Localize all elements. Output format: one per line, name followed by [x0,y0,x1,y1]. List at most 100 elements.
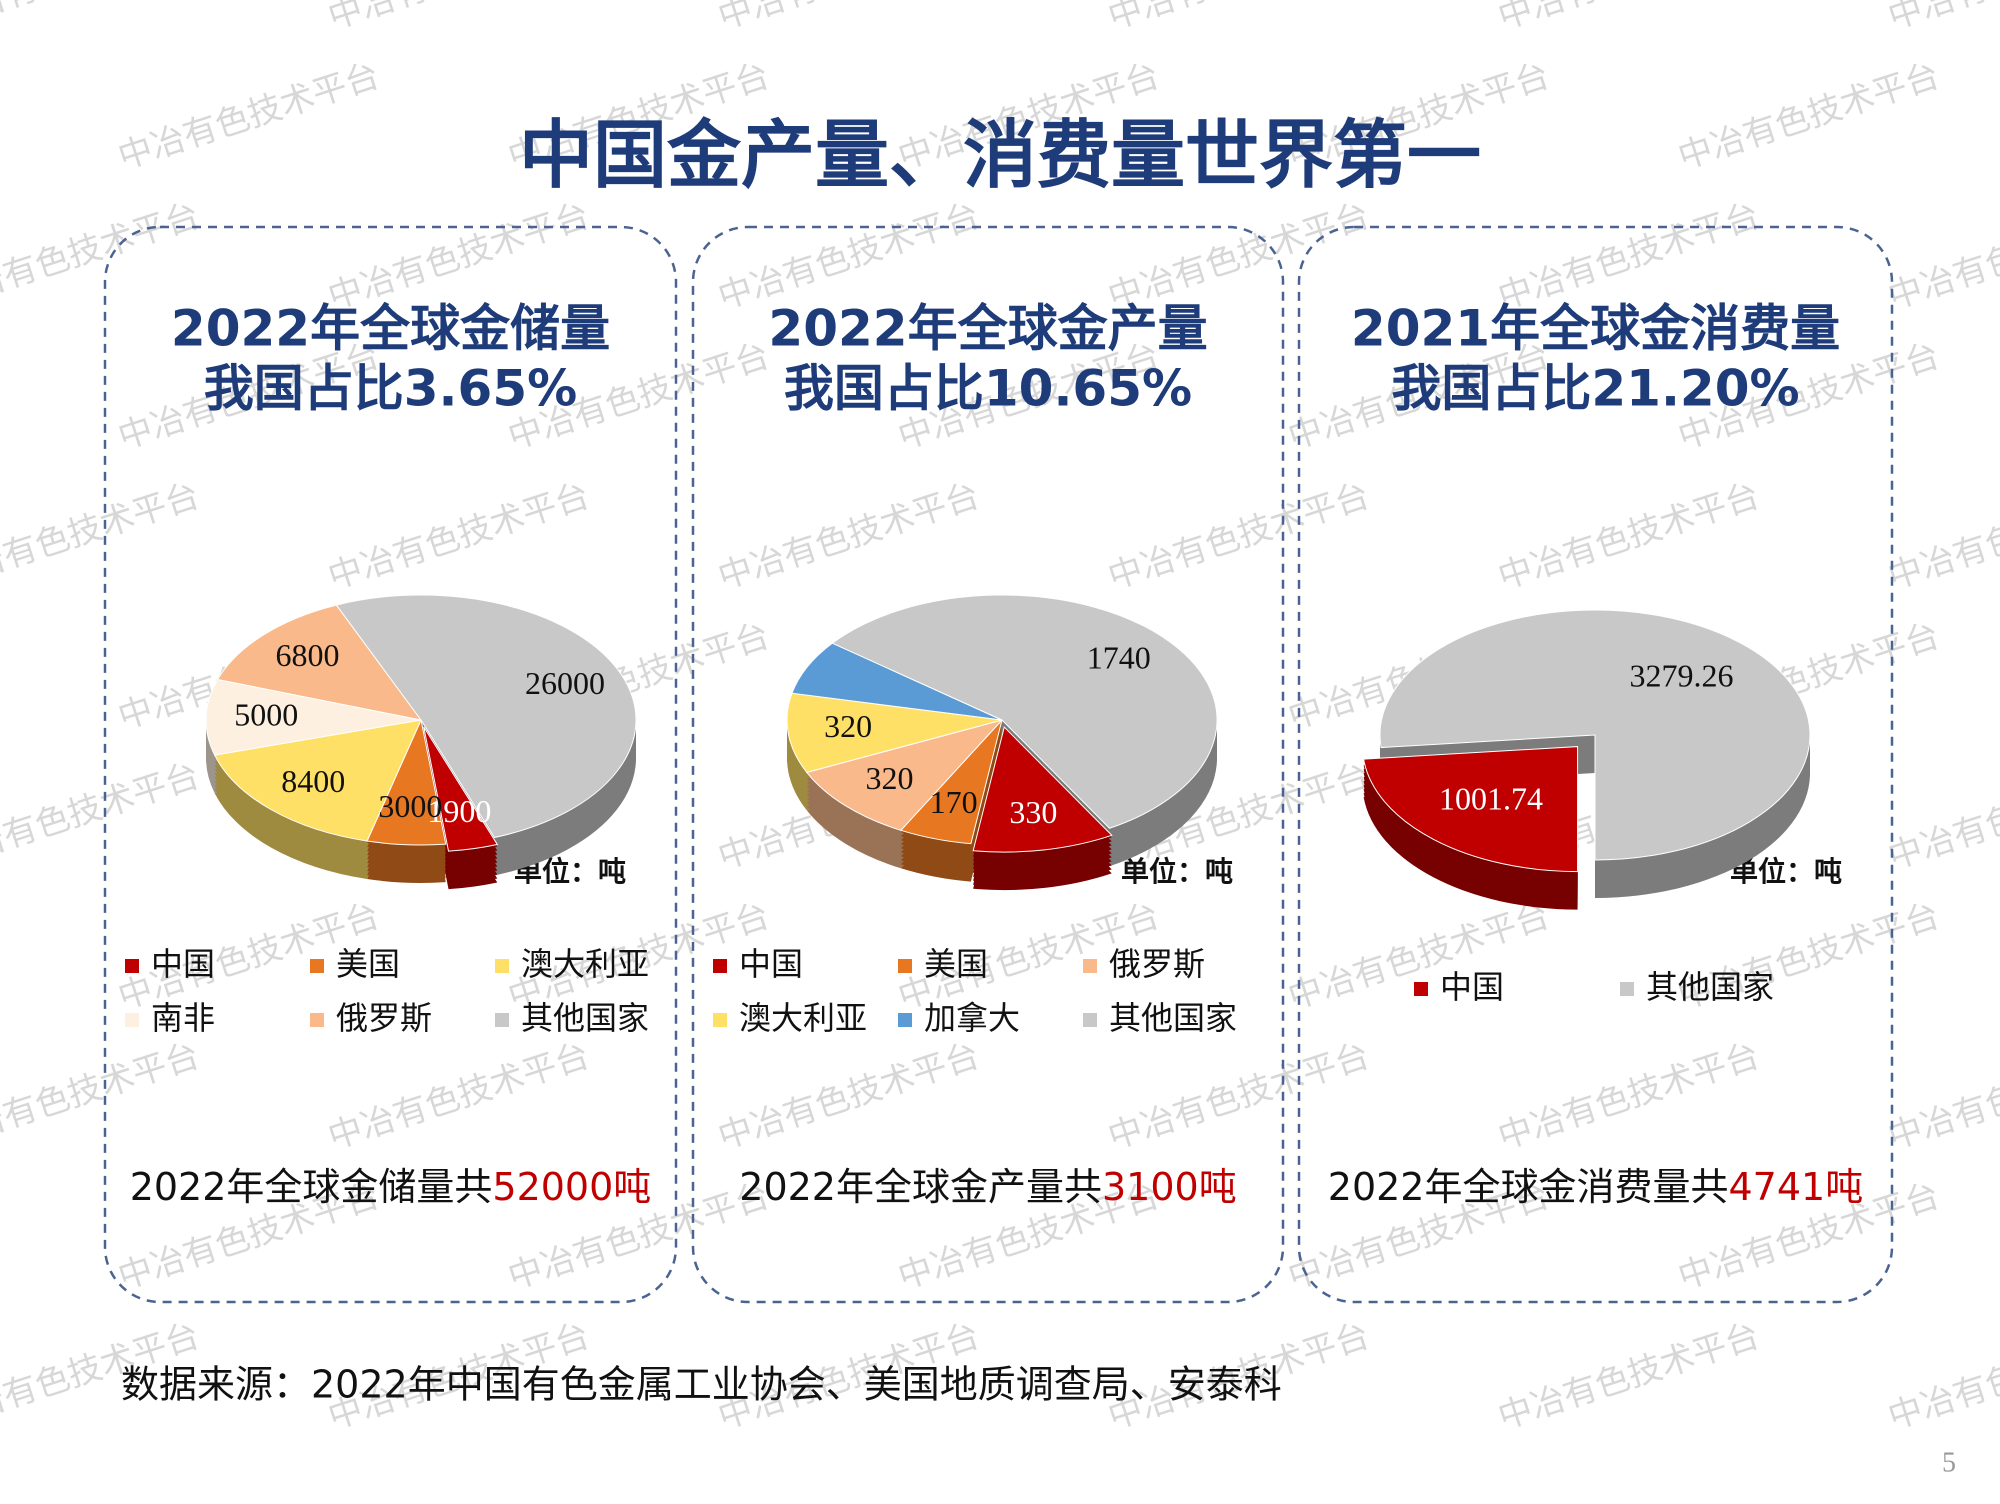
total-note-text: 2022年全球金消费量共 [1328,1165,1729,1209]
watermark: 中冶有色技术平台 [1283,895,1554,1017]
pie-slice [831,594,1218,829]
chart-subtitle: 我国占比10.65% [784,360,1192,418]
watermark: 中冶有色技术平台 [113,55,384,177]
watermark: 中冶有色技术平台 [1103,475,1374,597]
watermark: 中冶有色技术平台 [0,0,204,38]
legend-swatch [125,1013,139,1027]
pie-slice [423,726,499,852]
slide-title: 中国金产量、消费量世界第一 [519,113,1481,199]
legend-label: 中国 [739,945,803,983]
legend-swatch [310,959,324,973]
pie-slice [216,604,423,721]
watermark: 中冶有色技术平台 [0,1035,204,1157]
data-label: 3279.26 [1630,658,1734,694]
data-label: 330 [1009,794,1057,830]
watermark: 中冶有色技术平台 [1883,1035,2000,1157]
data-label: 1740 [1087,639,1151,675]
pie-slice [213,719,422,842]
watermark: 中冶有色技术平台 [1883,475,2000,597]
chart-subtitle: 我国占比21.20% [1391,360,1799,418]
source-note: 数据来源：2022年中国有色金属工业协会、美国地质调查局、安泰科 [121,1363,1282,1407]
watermark: 中冶有色技术平台 [0,475,204,597]
chart-title: 2022年全球金产量 [768,300,1207,358]
legend-swatch [1083,959,1097,973]
legend-label: 中国 [151,945,215,983]
legend-label: 澳大利亚 [521,945,649,983]
total-note-text: 2022年全球金产量共 [739,1165,1102,1209]
data-label: 26000 [525,665,605,701]
legend-label: 澳大利亚 [739,999,867,1037]
page-number: 5 [1942,1447,1956,1478]
watermark: 中冶有色技术平台 [1883,755,2000,877]
legend-swatch [1083,1013,1097,1027]
legend-label: 美国 [336,945,400,983]
legend-swatch [1620,982,1634,996]
watermark: 中冶有色技术平台 [1493,0,1764,38]
panel-frame [103,225,678,1304]
chart-title: 2022年全球金储量 [171,300,610,358]
data-label: 6800 [276,637,340,673]
watermark: 中冶有色技术平台 [1883,195,2000,317]
total-note-value: 4741吨 [1729,1165,1864,1209]
data-label: 1900 [427,793,491,829]
data-label: 320 [824,708,872,744]
watermark: 中冶有色技术平台 [1103,0,1374,38]
watermark: 中冶有色技术平台 [1673,55,1944,177]
pie-slice [205,678,422,756]
legend-label: 南非 [151,999,215,1037]
watermark: 中冶有色技术平台 [323,1035,594,1157]
legend-swatch [495,1013,509,1027]
pie-slice [1363,746,1579,873]
unit-label: 单位：吨 [1121,855,1233,888]
pie-slice [786,692,1003,773]
watermark: 中冶有色技术平台 [0,755,204,877]
watermark: 中冶有色技术平台 [323,475,594,597]
watermark: 中冶有色技术平台 [1883,0,2000,38]
total-note-value: 3100吨 [1102,1165,1237,1209]
legend-swatch [125,959,139,973]
unit-label: 单位：吨 [1730,855,1842,888]
legend-label: 俄罗斯 [336,999,432,1037]
chart-subtitle: 我国占比3.65% [204,360,577,418]
legend-label: 加拿大 [924,999,1020,1037]
pie-slice [335,594,637,839]
watermark: 中冶有色技术平台 [1103,1035,1374,1157]
legend-swatch [713,1013,727,1027]
data-label: 320 [865,760,913,796]
total-note-text: 2022年全球金储量共 [130,1165,493,1209]
total-note: 2022年全球金储量共52000吨 [130,1165,652,1209]
legend-swatch [495,959,509,973]
watermark: 中冶有色技术平台 [1493,1315,1764,1437]
pie-slice [805,719,1004,831]
watermark: 中冶有色技术平台 [713,475,984,597]
total-note-value: 52000吨 [492,1165,651,1209]
legend-label: 其他国家 [1109,999,1237,1037]
data-label: 170 [930,784,978,820]
legend-swatch [713,959,727,973]
panel-frame [691,225,1285,1304]
legend-label: 美国 [924,945,988,983]
watermark: 中冶有色技术平台 [1883,1315,2000,1437]
legend-label: 中国 [1440,968,1504,1006]
pie-slice [972,726,1113,853]
data-label: 8400 [281,763,345,799]
panel-frame [1297,225,1894,1304]
legend-label: 其他国家 [1646,968,1774,1006]
legend-label: 其他国家 [521,999,649,1037]
legend-swatch [898,1013,912,1027]
total-note: 2022年全球金消费量共4741吨 [1328,1165,1863,1209]
watermark: 中冶有色技术平台 [1493,1035,1764,1157]
legend-swatch [898,959,912,973]
data-label: 1001.74 [1439,781,1543,817]
legend-label: 俄罗斯 [1109,945,1205,983]
total-note: 2022年全球金产量共3100吨 [739,1165,1236,1209]
legend-swatch [1414,982,1428,996]
watermark: 中冶有色技术平台 [323,0,594,38]
chart-title: 2021年全球金消费量 [1351,300,1840,358]
data-label: 3000 [378,788,442,824]
data-label: 5000 [234,696,298,732]
watermark: 中冶有色技术平台 [1493,475,1764,597]
pie-slice [1379,609,1811,861]
